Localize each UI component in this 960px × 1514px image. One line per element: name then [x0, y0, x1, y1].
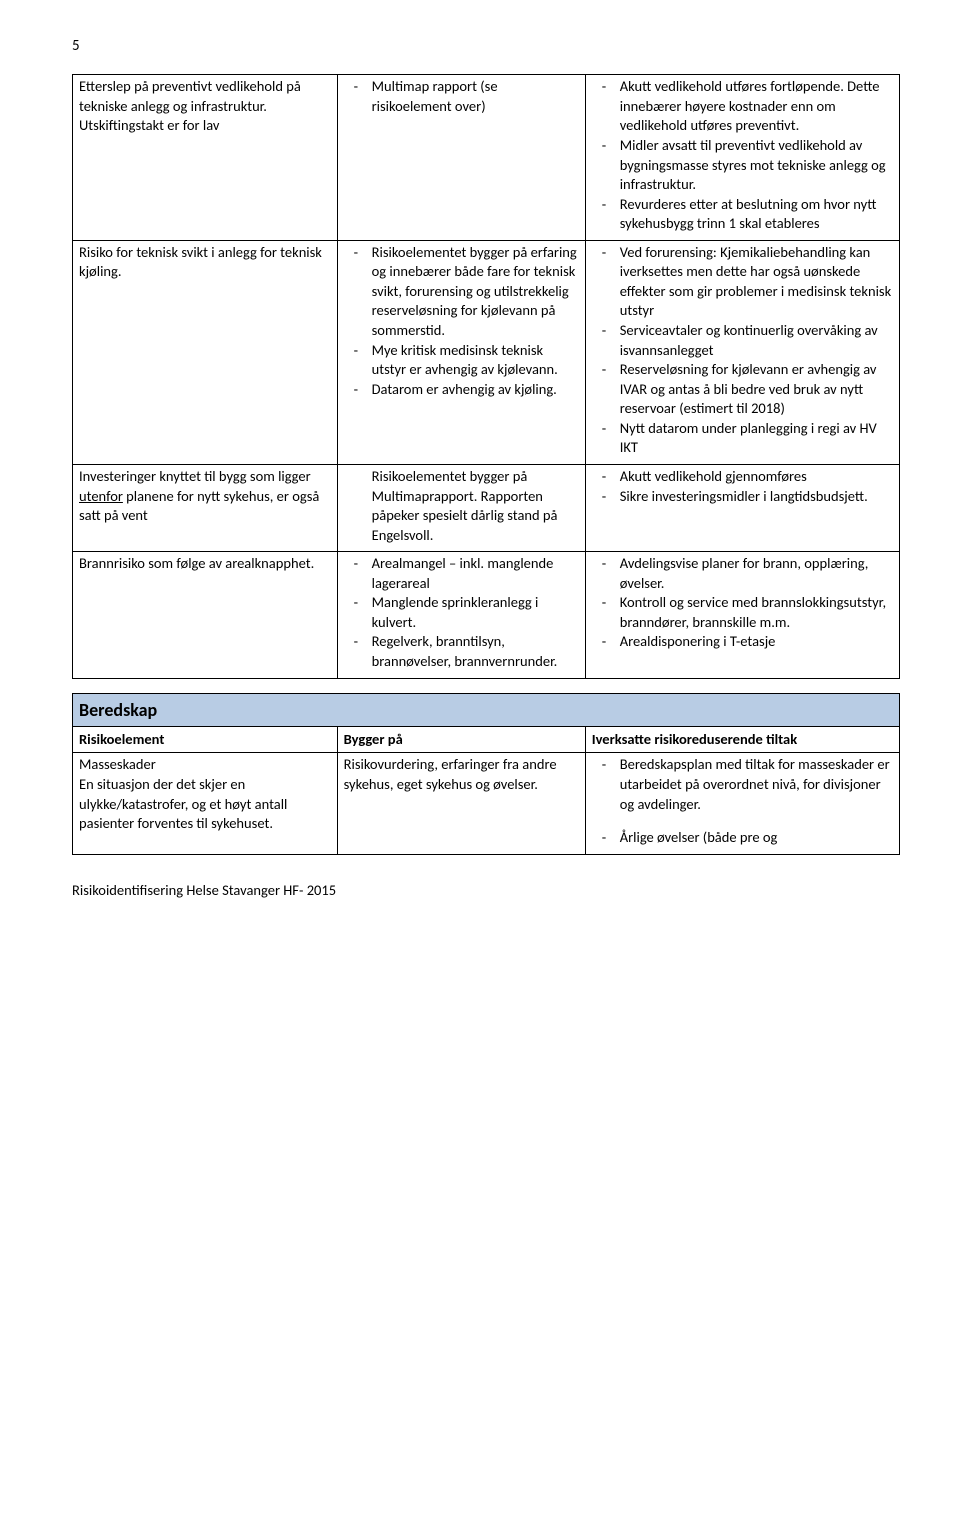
table-row: Investeringer knyttet til bygg som ligge… — [73, 464, 900, 551]
table-cell: Arealmangel – inkl. manglende lagerareal… — [337, 552, 585, 678]
table-cell: Risikoelementet bygger på erfaring og in… — [337, 240, 585, 464]
section-title: Beredskap — [73, 693, 900, 726]
dash-list: Akutt vedlikehold gjennomføresSikre inve… — [592, 467, 893, 506]
table-row: MasseskaderEn situasjon der det skjer en… — [73, 753, 900, 854]
cell-text: Brannrisiko som følge av arealknapphet. — [79, 554, 331, 574]
cell-text: MasseskaderEn situasjon der det skjer en… — [79, 755, 331, 833]
cell-text: Etterslep på preventivt vedlikehold på t… — [79, 77, 331, 136]
column-header: Iverksatte risikoreduserende tiltak — [585, 726, 899, 753]
table-header-row: RisikoelementBygger påIverksatte risikor… — [73, 726, 900, 753]
table-cell: Risikoelementet bygger på Multimaprappor… — [337, 464, 585, 551]
list-item: Regelverk, branntilsyn, brannøvelser, br… — [372, 632, 579, 671]
list-item: Avdelingsvise planer for brann, opplærin… — [620, 554, 893, 593]
list-item: Årlige øvelser (både pre og — [620, 828, 893, 848]
dash-list: Avdelingsvise planer for brann, opplærin… — [592, 554, 893, 652]
list-item: Arealmangel – inkl. manglende lagerareal — [372, 554, 579, 593]
table-cell: Ved forurensing: Kjemikaliebehandling ka… — [585, 240, 899, 464]
list-item: Reserveløsning for kjølevann er avhengig… — [620, 360, 893, 419]
list-item: Manglende sprinkleranlegg i kulvert. — [372, 593, 579, 632]
indented-text: Risikoelementet bygger på Multimaprappor… — [344, 467, 579, 545]
dash-list: Årlige øvelser (både pre og — [592, 828, 893, 848]
section-header-row: Beredskap — [73, 693, 900, 726]
list-item: Midler avsatt til preventivt vedlikehold… — [620, 136, 893, 195]
table-cell: Brannrisiko som følge av arealknapphet. — [73, 552, 338, 678]
list-item: Akutt vedlikehold utføres fortløpende. D… — [620, 77, 893, 136]
table-cell: Beredskapsplan med tiltak for masseskade… — [585, 753, 899, 854]
list-item: Sikre investeringsmidler i langtidsbudsj… — [620, 487, 893, 507]
dash-list: Arealmangel – inkl. manglende lagerareal… — [344, 554, 579, 671]
dash-list: Risikoelementet bygger på erfaring og in… — [344, 243, 579, 400]
table-cell: Multimap rapport (se risikoelement over) — [337, 75, 585, 241]
table-row: Brannrisiko som følge av arealknapphet. A… — [73, 552, 900, 678]
risk-table-2: BeredskapRisikoelementBygger påIverksatt… — [72, 693, 900, 855]
page-number: 5 — [72, 36, 900, 56]
risk-table-1: Etterslep på preventivt vedlikehold på t… — [72, 74, 900, 678]
dash-list: Beredskapsplan med tiltak for masseskade… — [592, 755, 893, 814]
list-item: Risikoelementet bygger på Multimaprappor… — [372, 467, 579, 545]
column-header: Risikoelement — [73, 726, 338, 753]
list-item: Nytt datarom under planlegging i regi av… — [620, 419, 893, 458]
list-item: Ved forurensing: Kjemikaliebehandling ka… — [620, 243, 893, 321]
list-item: Revurderes etter at beslutning om hvor n… — [620, 195, 893, 234]
table-cell: Akutt vedlikehold gjennomføresSikre inve… — [585, 464, 899, 551]
table-cell: Risikovurdering, erfaringer fra andre sy… — [337, 753, 585, 854]
table-cell: Investeringer knyttet til bygg som ligge… — [73, 464, 338, 551]
table-cell: MasseskaderEn situasjon der det skjer en… — [73, 753, 338, 854]
list-item: Multimap rapport (se risikoelement over) — [372, 77, 579, 116]
table-cell: Akutt vedlikehold utføres fortløpende. D… — [585, 75, 899, 241]
column-header: Bygger på — [337, 726, 585, 753]
list-item: Serviceavtaler og kontinuerlig overvåkin… — [620, 321, 893, 360]
table-cell: Etterslep på preventivt vedlikehold på t… — [73, 75, 338, 241]
list-item: Datarom er avhengig av kjøling. — [372, 380, 579, 400]
list-item: Beredskapsplan med tiltak for masseskade… — [620, 755, 893, 814]
table-cell: Avdelingsvise planer for brann, opplærin… — [585, 552, 899, 678]
list-item: Kontroll og service med brannslokkingsut… — [620, 593, 893, 632]
table-row: Risiko for teknisk svikt i anlegg for te… — [73, 240, 900, 464]
table-row: Etterslep på preventivt vedlikehold på t… — [73, 75, 900, 241]
table-cell: Risiko for teknisk svikt i anlegg for te… — [73, 240, 338, 464]
page-footer: Risikoidentifisering Helse Stavanger HF-… — [72, 881, 900, 901]
dash-list: Ved forurensing: Kjemikaliebehandling ka… — [592, 243, 893, 458]
list-item: Akutt vedlikehold gjennomføres — [620, 467, 893, 487]
cell-text: Risiko for teknisk svikt i anlegg for te… — [79, 243, 331, 282]
dash-list: Multimap rapport (se risikoelement over) — [344, 77, 579, 116]
cell-text: Investeringer knyttet til bygg som ligge… — [79, 467, 331, 526]
list-item: Mye kritisk medisinsk teknisk utstyr er … — [372, 341, 579, 380]
list-item: Arealdisponering i T-etasje — [620, 632, 893, 652]
cell-text: Risikovurdering, erfaringer fra andre sy… — [344, 755, 579, 794]
list-item: Risikoelementet bygger på erfaring og in… — [372, 243, 579, 341]
dash-list: Akutt vedlikehold utføres fortløpende. D… — [592, 77, 893, 234]
